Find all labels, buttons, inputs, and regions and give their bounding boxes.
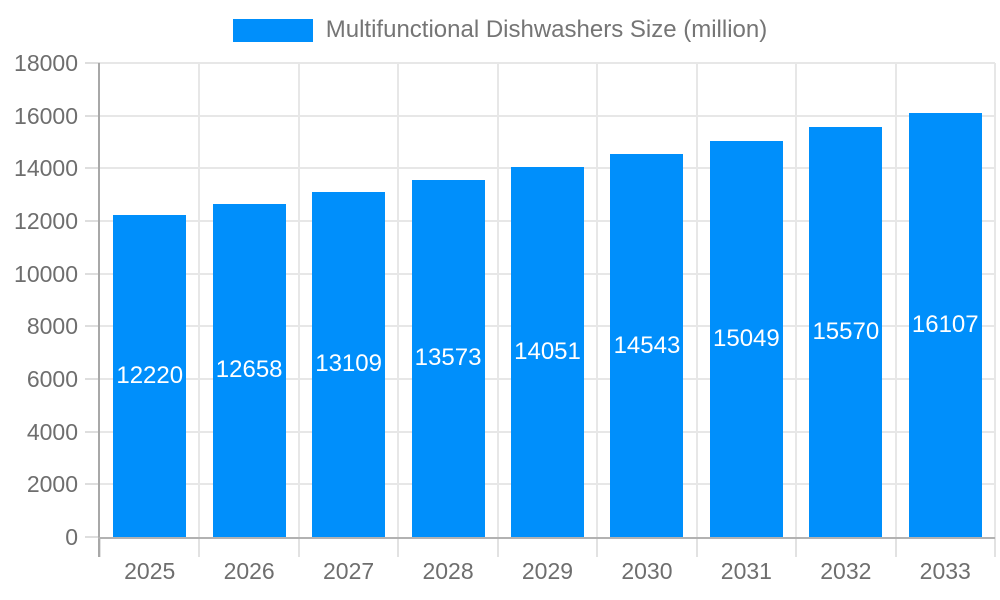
x-axis-label: 2031 (720, 558, 772, 584)
vertical-gridline (496, 63, 499, 537)
horizontal-gridline (100, 114, 995, 117)
y-axis-line (98, 63, 100, 557)
vertical-gridline (198, 63, 201, 537)
x-axis-label: 2032 (820, 558, 872, 584)
bar[interactable]: 12658 (212, 203, 286, 537)
vertical-gridline (994, 63, 996, 537)
y-axis-label: 4000 (26, 418, 78, 445)
bar-value-label: 15570 (812, 318, 880, 345)
x-axis-tick (397, 537, 400, 557)
horizontal-gridline (100, 62, 995, 64)
x-axis-label: 2027 (323, 558, 375, 584)
legend-label: Multifunctional Dishwashers Size (millio… (325, 16, 768, 43)
y-axis-tick (85, 378, 100, 380)
bar[interactable]: 15049 (709, 140, 783, 537)
vertical-gridline (596, 63, 599, 537)
vertical-gridline (795, 63, 798, 537)
y-axis-tick (85, 62, 100, 64)
x-axis-label: 2025 (124, 558, 176, 584)
x-axis-tick (994, 537, 996, 557)
y-axis-label: 8000 (26, 313, 78, 340)
bar[interactable]: 14543 (610, 154, 684, 537)
bar-value-label: 14543 (613, 331, 681, 359)
y-axis-label: 2000 (26, 471, 78, 498)
y-axis-tick (85, 167, 100, 170)
plot-area: 0 2000 4000 6000 8000 10000 12000 14000 16000 180… (14, 50, 996, 584)
bar[interactable]: 16107 (908, 112, 982, 537)
y-axis-label: 0 (65, 524, 78, 550)
y-axis-tick (85, 430, 100, 433)
vertical-gridline (397, 63, 400, 537)
y-axis-label: 16000 (14, 102, 78, 129)
legend-swatch-icon (232, 18, 313, 42)
bar[interactable]: 14051 (511, 167, 584, 537)
x-axis-tick (695, 537, 698, 557)
y-axis-label: 12000 (14, 208, 78, 234)
y-axis-label: 18000 (14, 50, 78, 76)
y-axis-tick (85, 483, 100, 486)
x-axis-tick (795, 537, 798, 557)
x-axis-tick (496, 537, 499, 557)
bar-value-label: 16107 (911, 310, 979, 338)
x-axis-label: 2028 (422, 558, 474, 584)
legend-item[interactable]: Multifunctional Dishwashers Size (millio… (0, 16, 1000, 44)
x-axis-label: 2030 (621, 558, 673, 584)
y-axis-label: 10000 (14, 260, 78, 287)
x-axis-tick (99, 537, 101, 557)
bar-value-label: 13573 (414, 344, 482, 372)
bar-value-label: 15049 (713, 324, 780, 352)
bar[interactable]: 15570 (809, 127, 883, 537)
bar[interactable]: 13109 (312, 191, 386, 537)
x-axis-tick (596, 537, 599, 557)
x-axis-tick (894, 537, 897, 557)
y-axis-tick (85, 536, 100, 538)
y-axis-tick (85, 114, 100, 117)
vertical-gridline (297, 63, 300, 537)
y-axis-label: 6000 (26, 366, 78, 392)
bar-value-label: 12220 (116, 362, 184, 390)
y-axis-label: 14000 (14, 155, 78, 182)
bar[interactable]: 12220 (113, 215, 187, 537)
bar-value-label: 13109 (315, 350, 382, 378)
y-axis-tick (85, 325, 100, 328)
x-axis-label: 2026 (223, 558, 275, 584)
x-axis-label: 2033 (919, 558, 971, 584)
bar[interactable]: 13573 (411, 179, 485, 537)
y-axis-tick (85, 220, 100, 222)
bar-value-label: 14051 (514, 338, 581, 365)
x-axis-label: 2029 (521, 558, 574, 584)
vertical-gridline (695, 63, 698, 537)
x-axis-tick (297, 537, 300, 557)
bar-value-label: 12658 (215, 356, 283, 384)
x-axis-tick (198, 537, 201, 557)
vertical-gridline (894, 63, 897, 537)
y-axis-tick (85, 272, 100, 275)
x-axis-line (98, 537, 995, 539)
